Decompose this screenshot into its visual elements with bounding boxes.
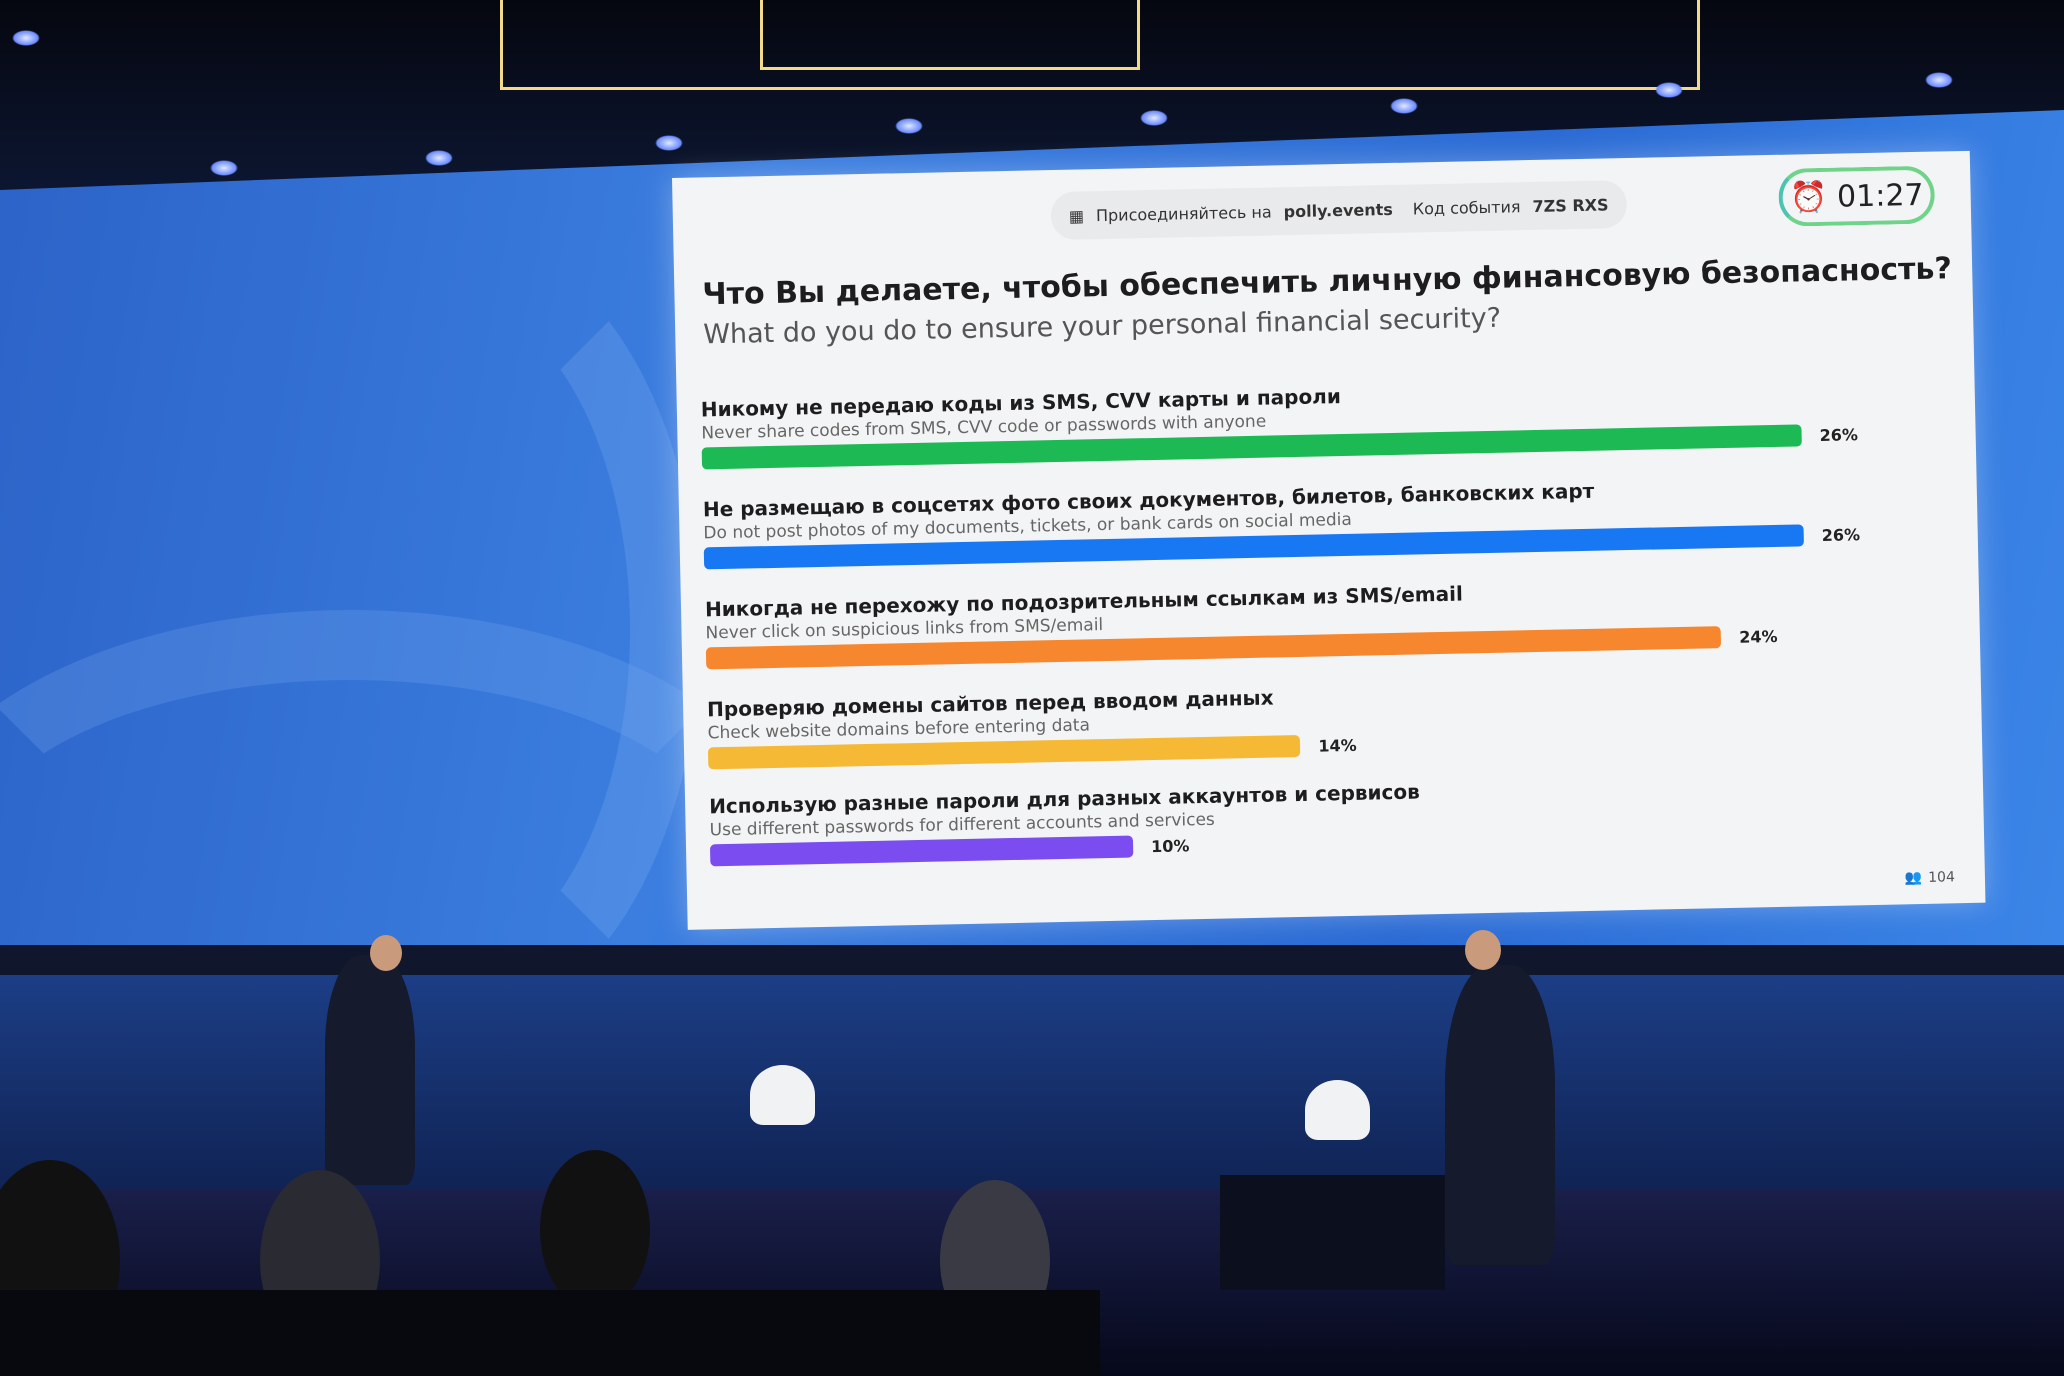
event-code: 7ZS RXS	[1532, 194, 1609, 216]
join-prefix: Присоединяйтесь на	[1095, 201, 1272, 225]
join-banner: ▦ Присоединяйтесь на polly.events Код со…	[1050, 180, 1627, 241]
chair	[1305, 1080, 1370, 1140]
ceiling-light	[895, 118, 923, 134]
ceiling-light	[12, 30, 40, 46]
poll-screen: ▦ Присоединяйтесь на polly.events Код со…	[672, 150, 1986, 930]
light-truss	[500, 0, 1700, 90]
ceiling-light	[1655, 82, 1683, 98]
result-percent: 26%	[1821, 524, 1861, 545]
poll-option: Проверяю домены сайтов перед вводом данн…	[707, 671, 1948, 770]
ceiling-light	[1925, 72, 1953, 88]
poll-option: Никогда не перехожу по подозрительным сс…	[705, 571, 1946, 670]
poll-option: Не размещаю в соцсетях фото своих докуме…	[703, 471, 1944, 570]
stage-monitor	[1220, 1175, 1445, 1290]
speaker-right	[1445, 965, 1555, 1265]
timer-value: 01:27	[1836, 177, 1924, 215]
result-bar	[709, 835, 1134, 867]
join-site: polly.events	[1283, 199, 1393, 221]
ceiling-light	[425, 150, 453, 166]
ceiling-light	[1140, 110, 1168, 126]
participants-icon: 👥	[1904, 869, 1923, 887]
result-percent: 10%	[1150, 835, 1190, 856]
question-ru: Что Вы делаете, чтобы обеспечить личную …	[702, 251, 1953, 313]
participants-count: 👥 104	[1905, 869, 1955, 886]
audience-member	[540, 1150, 650, 1310]
chair	[750, 1065, 815, 1125]
speaker-left	[325, 955, 415, 1185]
result-percent: 24%	[1739, 626, 1778, 647]
ceiling-light	[655, 135, 683, 151]
qr-code-icon: ▦	[1068, 205, 1085, 226]
speaker-right-head	[1465, 930, 1501, 970]
participants-value: 104	[1928, 869, 1956, 886]
audience-row	[0, 1290, 1100, 1376]
event-code-label: Код события	[1412, 196, 1521, 218]
poll-option: Использую разные пароли для разных аккау…	[709, 768, 1950, 867]
ceiling-light	[210, 160, 238, 176]
alarm-clock-icon: ⏰	[1789, 179, 1828, 216]
poll-option: Никому не передаю коды из SMS, CVV карты…	[701, 371, 1942, 470]
light-truss	[760, 0, 1140, 70]
countdown-timer: ⏰ 01:27	[1778, 165, 1936, 227]
result-percent: 14%	[1318, 735, 1357, 756]
ceiling-light	[1390, 98, 1418, 114]
result-percent: 26%	[1819, 424, 1859, 445]
speaker-left-head	[370, 935, 402, 971]
